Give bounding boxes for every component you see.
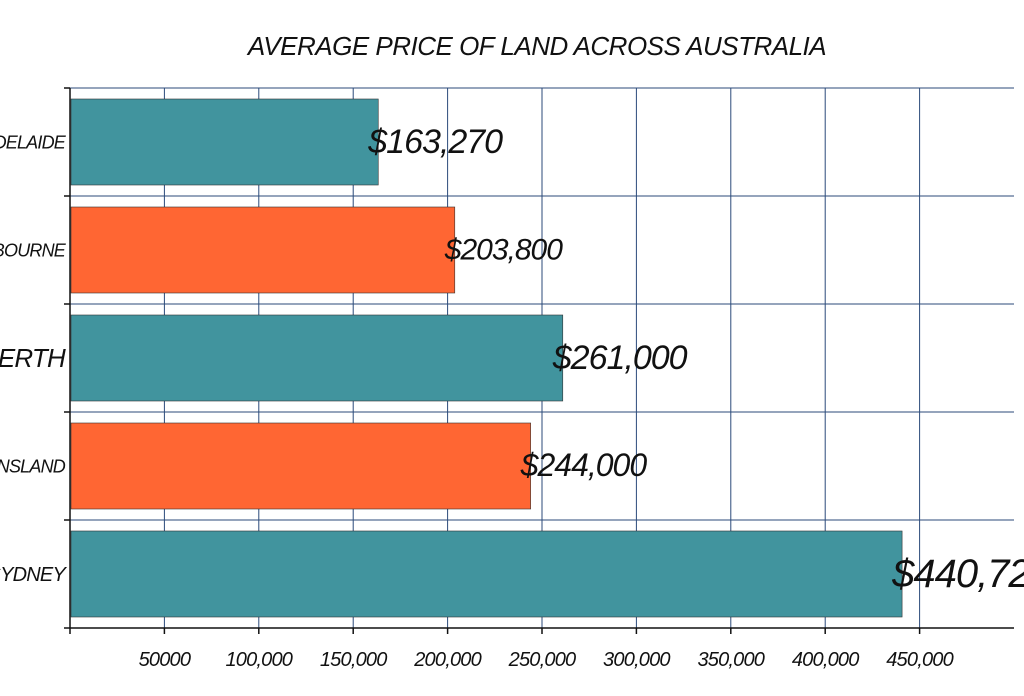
bar-perth (70, 314, 564, 402)
data-label-queensland: $244,000 (520, 447, 648, 483)
x-tick-label-4: 250,000 (508, 649, 576, 671)
chart-title: AVERAGE PRICE OF LAND ACROSS AUSTRALIA (246, 31, 826, 61)
x-tick-label-6: 350,000 (697, 649, 764, 671)
x-tick-label-0: 50000 (139, 649, 191, 671)
x-tick-label-7: 400,000 (792, 649, 859, 671)
y-tick-label-perth: PERTH (0, 343, 66, 373)
y-tick-label-melbourne: MELBOURNE (0, 240, 67, 260)
data-label-melbourne: $203,800 (444, 234, 563, 267)
axes (64, 87, 1014, 634)
data-label-adelaide: $163,270 (367, 123, 503, 161)
x-tick-label-5: 300,000 (603, 649, 670, 671)
bar-queensland (70, 422, 531, 510)
y-tick-label-adelaide: ADELAIDE (0, 132, 67, 152)
grid-lines (70, 87, 1014, 629)
bar-adelaide (70, 98, 379, 186)
x-tick-label-1: 100,000 (225, 649, 292, 671)
bar-sydney (70, 530, 903, 618)
tick-and-data-labels: ADELAIDE MELBOURNE PERTH QUEENSLAND SYDNEY 50… (0, 123, 1024, 671)
data-label-sydney: $440,725 (891, 552, 1024, 596)
bars (70, 98, 903, 618)
x-tick-label-3: 200,000 (413, 649, 481, 671)
bar-melbourne (70, 206, 456, 294)
y-tick-label-queensland: QUEENSLAND (0, 456, 66, 476)
y-tick-label-sydney: SYDNEY (0, 564, 67, 586)
data-label-perth: $261,000 (552, 339, 688, 377)
x-tick-label-8: 450,000 (886, 649, 953, 671)
x-tick-label-2: 150,000 (320, 649, 387, 671)
